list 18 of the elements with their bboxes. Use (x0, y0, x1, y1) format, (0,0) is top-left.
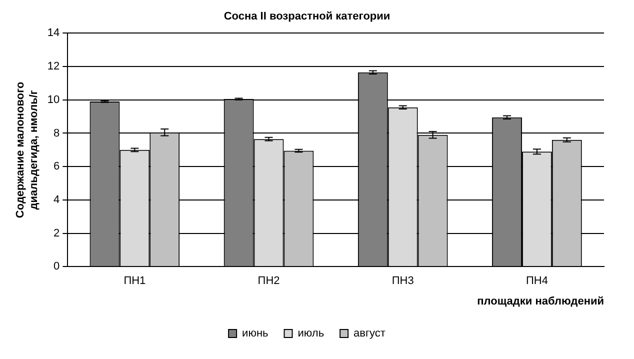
y-tick-label: 0 (54, 260, 60, 273)
x-tick-label: ПН3 (392, 275, 414, 288)
legend-label: июнь (242, 328, 269, 340)
x-tick-label: ПН2 (258, 275, 280, 288)
legend-label: июль (298, 328, 324, 340)
chart-title: Сосна II возрастной категории (224, 10, 390, 23)
y-tick-label: 12 (47, 60, 60, 73)
y-tick-label: 2 (54, 227, 60, 240)
y-tick-label: 6 (54, 160, 60, 173)
y-tick-label: 10 (47, 94, 60, 106)
y-tick-label: 4 (54, 194, 60, 206)
y-tick-label: 14 (47, 27, 60, 40)
y-axis-title: Содержание малонового диальдегида, нмоль/г (14, 81, 40, 218)
x-tick-label: ПН1 (124, 275, 146, 288)
x-axis-title: площадки наблюдений (477, 295, 604, 308)
y-tick-label: 8 (54, 127, 60, 140)
x-tick-label: ПН4 (526, 275, 548, 288)
legend-label: август (354, 328, 386, 340)
